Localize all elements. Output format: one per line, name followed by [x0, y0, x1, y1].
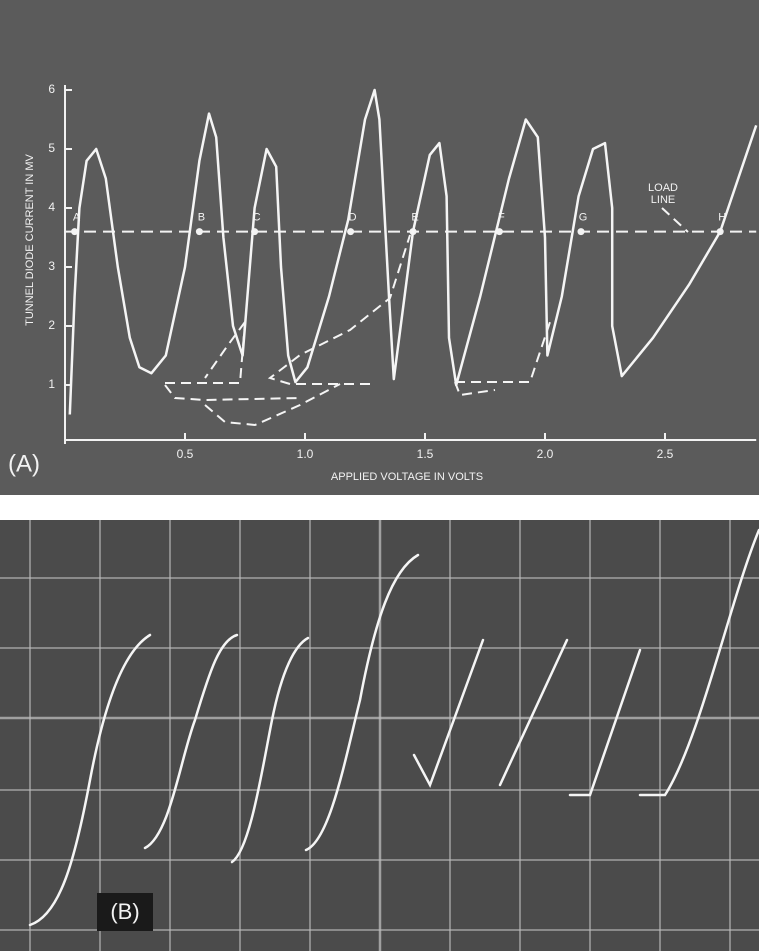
oscilloscope-traces: (B) — [28, 528, 759, 931]
trace — [143, 633, 239, 850]
operating-point — [577, 228, 585, 236]
characteristic-curve — [68, 88, 758, 415]
operating-point — [195, 228, 203, 236]
y-tick-label: 6 — [48, 82, 55, 96]
x-tick-label: 2.0 — [537, 447, 554, 461]
panel-a: TUNNEL DIODE CURRENT IN MV APPLIED VOLTA… — [8, 82, 758, 483]
panel-a-background — [0, 0, 759, 495]
transition-arrow — [204, 383, 341, 427]
transition-arrow — [455, 321, 551, 383]
y-tick-label: 1 — [48, 377, 55, 391]
y-tick-label: 4 — [48, 200, 55, 214]
trace — [638, 528, 759, 797]
trace — [498, 638, 569, 787]
point-label: H — [718, 212, 726, 224]
transition-arrow — [204, 321, 246, 379]
x-tick-label: 1.5 — [417, 447, 434, 461]
transition-arrow — [454, 381, 496, 397]
trace — [412, 638, 485, 789]
point-label: B — [198, 212, 205, 224]
trace — [28, 633, 152, 927]
x-tick-label: 2.5 — [657, 447, 674, 461]
x-axis-title: APPLIED VOLTAGE IN VOLTS — [331, 471, 483, 483]
panel-label: (B) — [110, 899, 139, 924]
oscilloscope-grid — [0, 520, 759, 951]
trace — [568, 648, 642, 797]
panel-label-box — [97, 893, 153, 931]
x-tick-label: 1.0 — [297, 447, 314, 461]
point-label: C — [253, 212, 261, 224]
point-label: A — [73, 212, 81, 224]
transition-arrow — [164, 384, 301, 402]
y-axis-title: TUNNEL DIODE CURRENT IN MV — [24, 153, 36, 325]
point-label: G — [579, 212, 588, 224]
panel-label: (A) — [8, 450, 40, 477]
trace — [304, 553, 420, 852]
trace — [230, 636, 310, 864]
y-tick-label: 5 — [48, 141, 55, 155]
y-tick-label: 3 — [48, 259, 55, 273]
y-tick-label: 2 — [48, 318, 55, 332]
load-line-label: LOAD LINE — [648, 182, 678, 206]
load-line-pointer — [661, 207, 689, 233]
point-label: D — [349, 212, 357, 224]
x-tick-label: 0.5 — [177, 447, 194, 461]
operating-point — [347, 228, 355, 236]
operating-point — [71, 228, 79, 236]
point-label: F — [498, 212, 505, 224]
